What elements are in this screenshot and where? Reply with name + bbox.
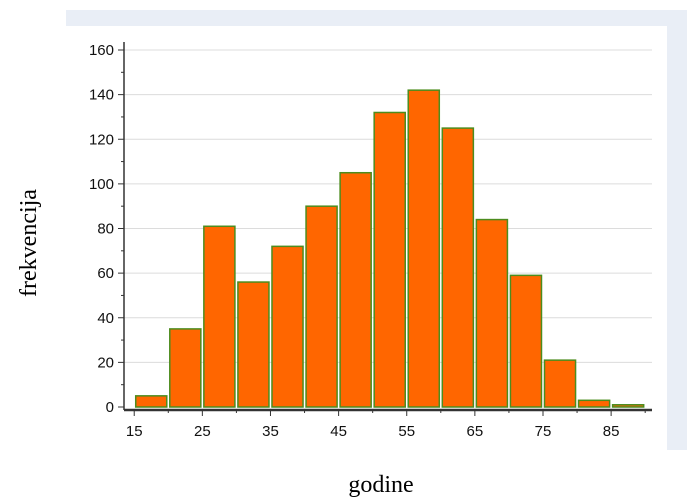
y-tick-label: 20: [97, 354, 114, 371]
x-tick-label: 65: [467, 423, 484, 440]
x-tick-label: 85: [603, 423, 620, 440]
frame-top-band: [66, 10, 687, 26]
y-tick-label: 0: [106, 399, 114, 416]
bar: [305, 205, 338, 408]
bar: [169, 328, 202, 408]
y-tick-label: 60: [97, 265, 114, 282]
x-tick-label: 45: [330, 423, 347, 440]
axes: [118, 42, 652, 416]
y-tick-label: 80: [97, 221, 114, 238]
y-tick-label: 120: [89, 131, 114, 148]
bar: [271, 245, 304, 408]
bar: [203, 225, 236, 408]
x-tick-label: 15: [126, 423, 143, 440]
bar: [134, 395, 168, 408]
bar: [611, 404, 645, 408]
y-tick-label: 100: [89, 176, 114, 193]
y-tick-label: 140: [89, 87, 114, 104]
bar: [475, 218, 509, 408]
frame-right-band: [667, 10, 687, 450]
x-tick-label: 35: [262, 423, 279, 440]
x-tick-label: 75: [535, 423, 552, 440]
x-axis-title: godine: [348, 472, 413, 497]
bar: [577, 399, 611, 408]
bar: [407, 89, 441, 408]
y-tick-label: 160: [89, 42, 114, 59]
bar: [441, 127, 475, 408]
tick-labels: 0 20 40 60 80 100 120 140 160 15 25 35 45 55 65 75 85: [89, 42, 619, 440]
x-tick-label: 25: [194, 423, 211, 440]
bar: [509, 274, 543, 408]
y-axis-title: frekvencija: [16, 189, 42, 297]
bar: [543, 359, 577, 408]
bars: [134, 89, 645, 408]
bar: [237, 281, 270, 408]
y-tick-label: 40: [97, 310, 114, 327]
bar: [339, 171, 372, 408]
x-tick-label: 55: [398, 423, 415, 440]
bar: [373, 111, 406, 408]
